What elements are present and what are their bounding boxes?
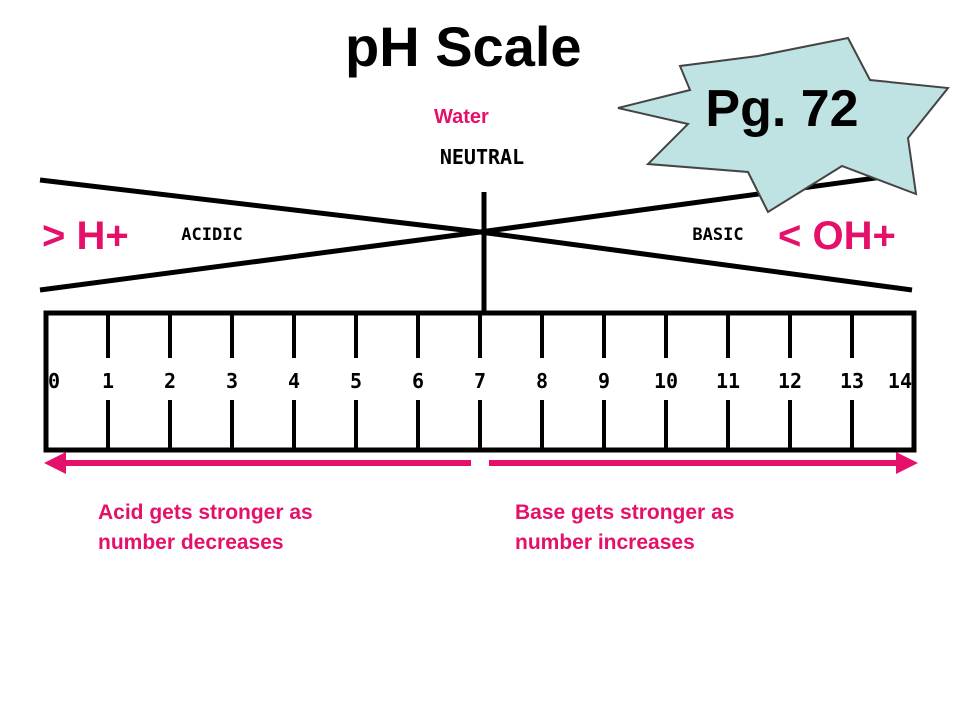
base-caption-line2: number increases — [515, 531, 695, 554]
scale-tick-label: 0 — [48, 369, 60, 393]
hydroxide-marker: < OH+ — [778, 214, 896, 258]
scale-tick-label: 12 — [778, 369, 802, 393]
acidic-upper-line — [39, 177, 481, 235]
basic-label: BASIC — [692, 225, 743, 245]
scale-tick-label: 14 — [888, 369, 912, 393]
basic-upper-line — [479, 170, 913, 235]
scale-tick-label: 1 — [102, 369, 114, 393]
basic-lower-line — [479, 229, 913, 293]
scale-tick-label: 13 — [840, 369, 864, 393]
scale-tick-label: 5 — [350, 369, 362, 393]
acid-arrow-head — [44, 452, 66, 474]
scale-tick-label: 4 — [288, 369, 300, 393]
acid-caption-line2: number decreases — [98, 531, 284, 554]
acidic-label: ACIDIC — [181, 225, 242, 245]
scale-tick-label: 10 — [654, 369, 678, 393]
scale-tick-label: 7 — [474, 369, 486, 393]
scale-tick-label: 9 — [598, 369, 610, 393]
base-caption-line1: Base gets stronger as — [515, 501, 735, 524]
neutral-label: NEUTRAL — [440, 145, 524, 169]
base-arrow-head — [896, 452, 918, 474]
scale-tick-label: 3 — [226, 369, 238, 393]
scale-tick-label: 8 — [536, 369, 548, 393]
acid-caption: Acid gets stronger as number decreases — [98, 498, 418, 558]
page-badge-star — [617, 36, 950, 214]
hydrogen-marker: > H+ — [42, 214, 129, 258]
water-label: Water — [434, 106, 489, 128]
acid-caption-line1: Acid gets stronger as — [98, 501, 313, 524]
page-badge-text: Pg. 72 — [705, 80, 858, 138]
scale-tick-label: 11 — [716, 369, 740, 393]
scale-tick-labels: 0 1 2 3 4 5 6 7 8 9 10 11 12 13 14 — [48, 369, 912, 393]
scale-tick-label: 6 — [412, 369, 424, 393]
scale-ticks — [106, 313, 854, 450]
base-caption: Base gets stronger as number increases — [515, 498, 835, 558]
page-title: pH Scale — [345, 15, 582, 78]
acidic-lower-line — [39, 229, 481, 293]
scale-tick-label: 2 — [164, 369, 176, 393]
